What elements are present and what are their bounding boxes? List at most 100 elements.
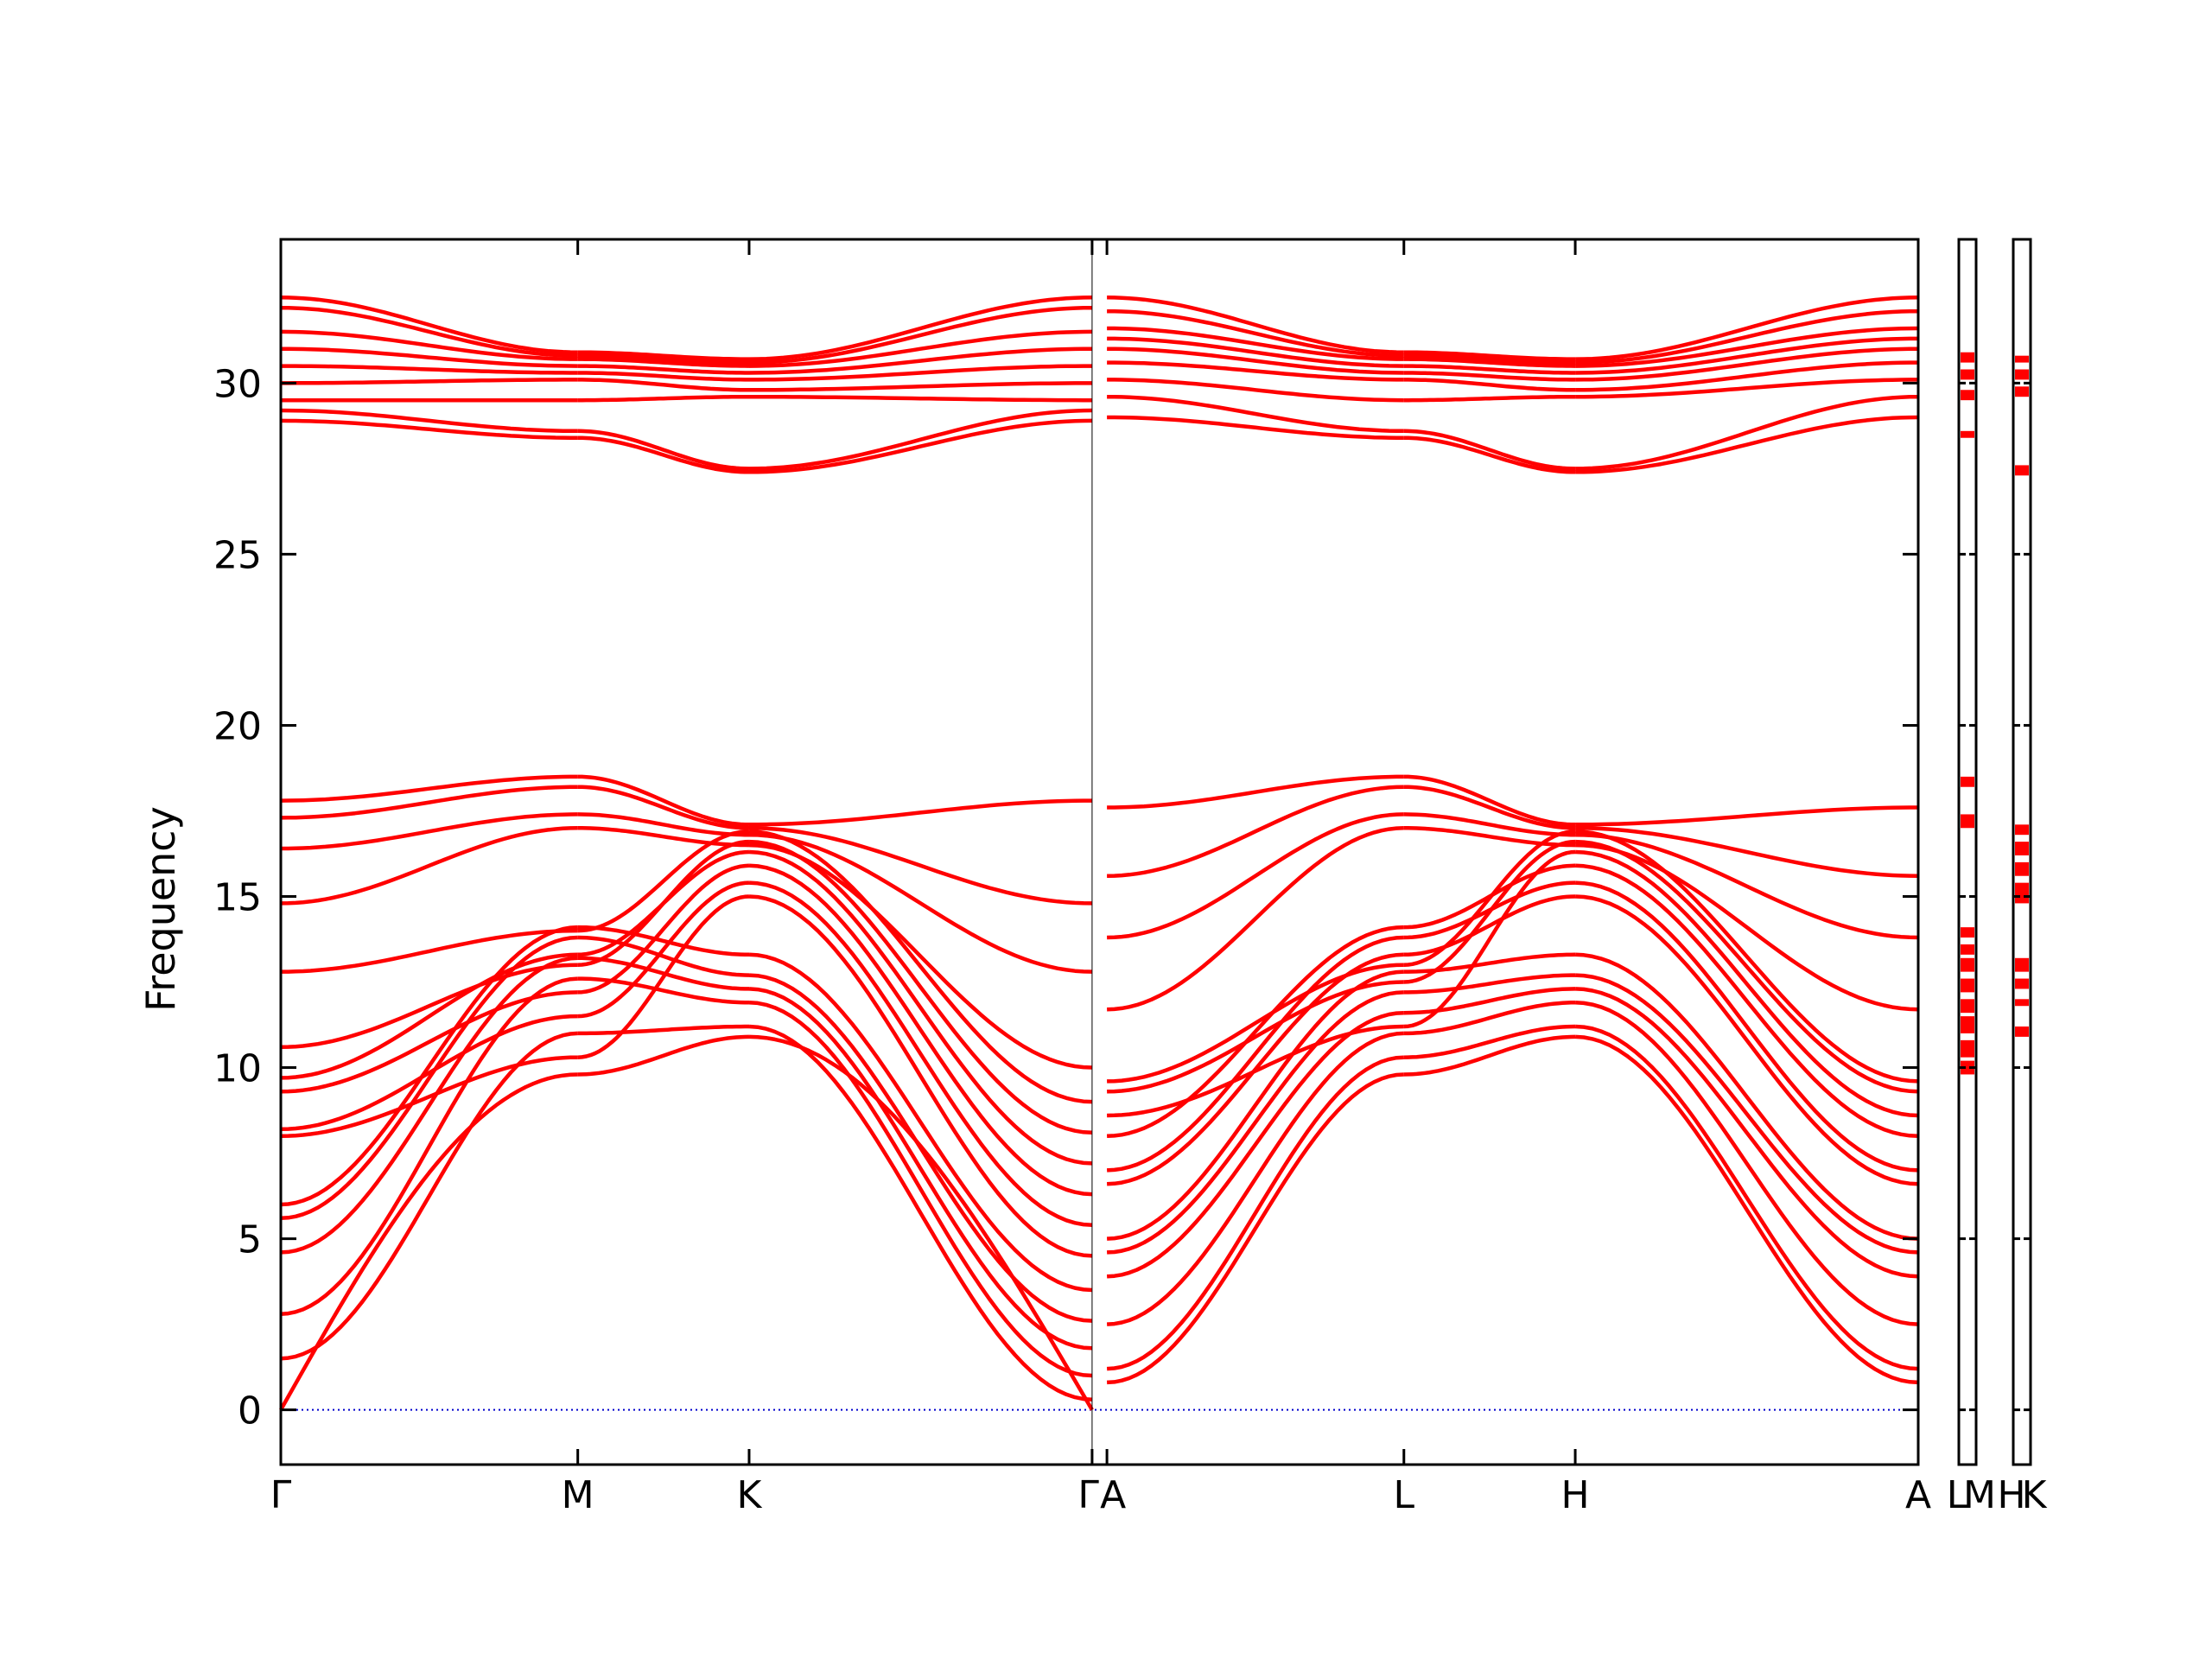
dos-band-block [1961,369,1974,380]
x-tick-label: H [1561,1473,1590,1517]
band-line [577,976,750,1005]
band-line [1106,1031,1404,1326]
band-line [280,990,578,1094]
band-line [1403,829,1576,967]
band-line [748,329,1092,368]
y-tick-label: 30 [213,362,262,406]
band-line [577,826,750,848]
band-line [1403,429,1576,471]
band-line [1106,935,1404,1173]
band-line [577,812,749,837]
dos-band-block [2015,355,2029,363]
band-line [748,973,1093,1323]
band-line [1574,973,1919,1255]
dos-band-block [1961,814,1974,829]
dos-band-block [1961,1060,1974,1075]
band-line [1107,415,1404,440]
band-line [577,378,749,392]
band-line [1574,863,1919,1139]
band-line [280,418,578,440]
band-line [1403,1024,1576,1059]
band-line [1403,839,1576,984]
dos-band-block [2015,978,2029,989]
band-line [577,353,749,365]
band-line [1106,990,1404,1255]
band-line [1403,894,1576,957]
band-line [577,925,749,957]
band-line [1574,880,1919,1173]
band-line [1574,839,1919,1094]
y-tick-label: 10 [213,1047,262,1091]
band-line [1575,326,1919,368]
band-line [280,925,578,1207]
dos-band-block [2015,842,2029,855]
band-line [577,935,750,977]
band-line [748,863,1093,1197]
band-line [280,976,578,1316]
band-line [1107,378,1404,403]
band-line [1107,394,1404,434]
band-line [1574,952,1919,1241]
band-line [280,346,578,368]
band-line [577,1034,750,1077]
band-line [748,832,1092,974]
band-line [280,935,578,1221]
band-line [280,785,578,820]
band-line [748,849,1093,1166]
band-line [280,329,578,361]
band-line [1575,308,1919,365]
band-line [280,952,578,1080]
band-line [1107,774,1404,810]
band-line [1107,346,1404,375]
band-line [1403,774,1576,827]
dos-band-block [1961,944,1974,955]
band-line [1107,1024,1404,1118]
band-line [749,394,1092,403]
band-line [279,1072,578,1411]
band-line [749,798,1092,827]
band-line [748,987,1093,1351]
band-line [748,829,1092,1104]
x-tick-label: M [562,1473,594,1517]
dos-band-block [1961,1016,1974,1033]
band-line [280,963,578,1050]
band-line [748,418,1092,474]
y-axis-label: Frequency [137,806,184,1012]
band-line [1575,378,1918,399]
dos-band-block [1961,999,1974,1014]
band-line [1403,378,1576,392]
x-tick-label: L [1394,1473,1415,1517]
side-panel-frame [2012,238,2032,1466]
band-line [1107,980,1404,1094]
y-tick-label: 25 [213,533,262,577]
band-line [748,842,1092,1070]
y-tick-label: 0 [238,1389,262,1433]
band-line [749,381,1092,392]
band-line [577,863,750,995]
band-line [1575,360,1918,392]
band-line [748,952,1093,1293]
side-x-tick-label: K [2022,1473,2048,1517]
x-tick-label: K [737,1473,763,1517]
dos-band-block [2015,861,2029,876]
band-line [1403,849,1576,1029]
side-x-tick-label: L [1947,1473,1968,1517]
band-line [577,371,749,382]
band-line [577,774,750,827]
band-line [748,346,1092,375]
dos-band-block [2015,957,2029,972]
main-plot-frame [279,238,1920,1466]
band-line [1574,987,1919,1279]
dos-band-block [2015,369,2029,380]
band-line [1575,805,1918,827]
band-line [1574,849,1919,1118]
band-line [748,826,1092,906]
x-tick-label: Γ [1077,1473,1099,1517]
band-line [1574,1034,1919,1385]
band-line [1107,812,1404,940]
dos-band-block [2015,882,2029,904]
band-line [281,928,578,974]
band-line [281,812,578,851]
band-line [1403,987,1576,1015]
